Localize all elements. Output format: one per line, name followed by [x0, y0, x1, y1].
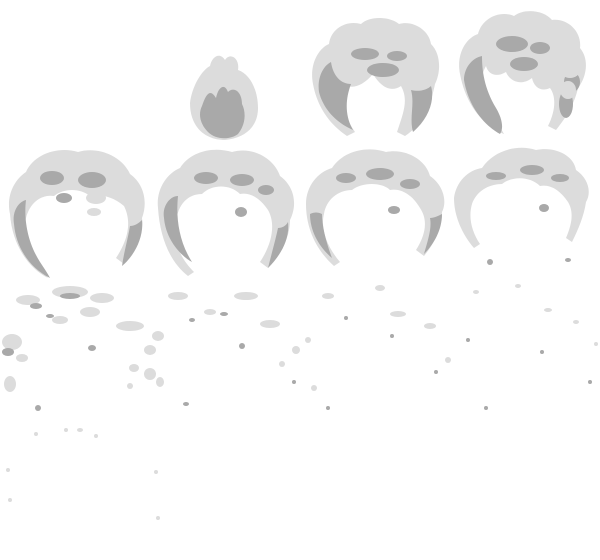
smoke-frame-4 — [4, 144, 150, 278]
smoke-frame-1 — [180, 48, 270, 148]
smoke-frame-7 — [450, 142, 600, 272]
smoke-particles — [0, 420, 200, 530]
smoke-frame-5 — [154, 144, 300, 278]
smoke-frame-2 — [305, 14, 445, 144]
smoke-frame-8 — [0, 282, 160, 432]
smoke-frame-9 — [150, 284, 310, 424]
smoke-frame-6 — [302, 144, 450, 278]
smoke-frame-11 — [450, 282, 600, 422]
smoke-frame-10 — [300, 284, 460, 424]
smoke-frame-3 — [452, 8, 592, 138]
